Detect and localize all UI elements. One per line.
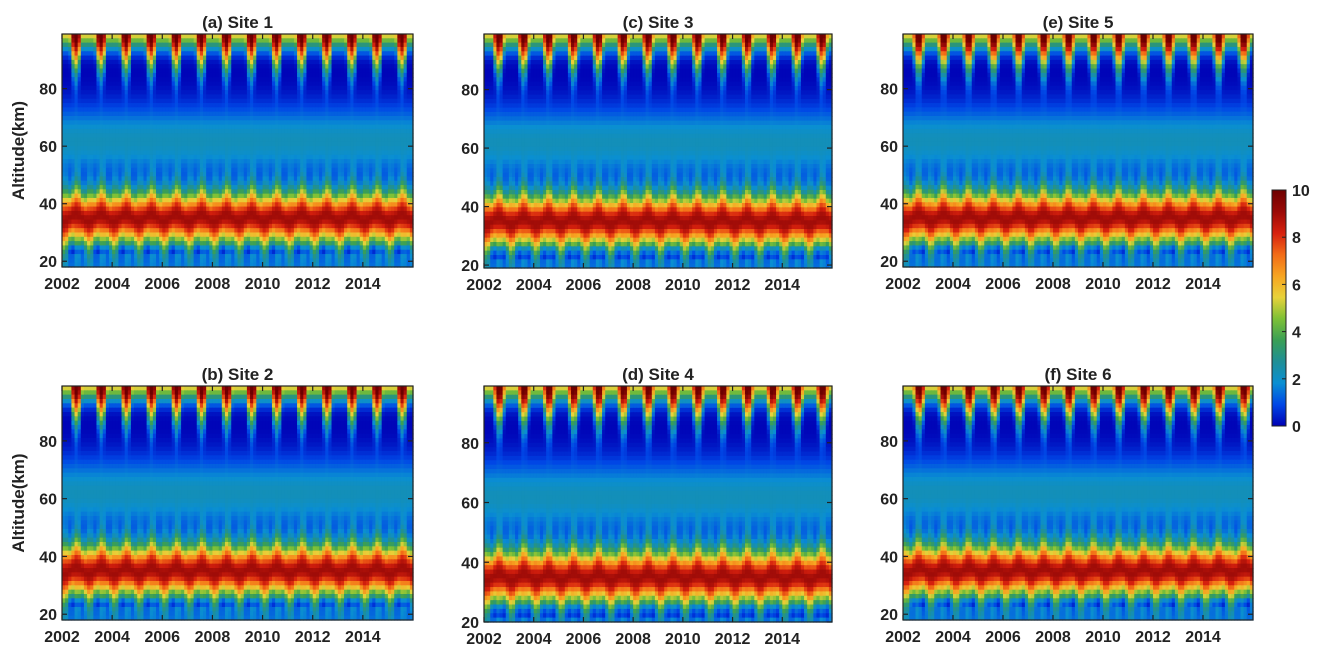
heatmap [62,34,414,268]
